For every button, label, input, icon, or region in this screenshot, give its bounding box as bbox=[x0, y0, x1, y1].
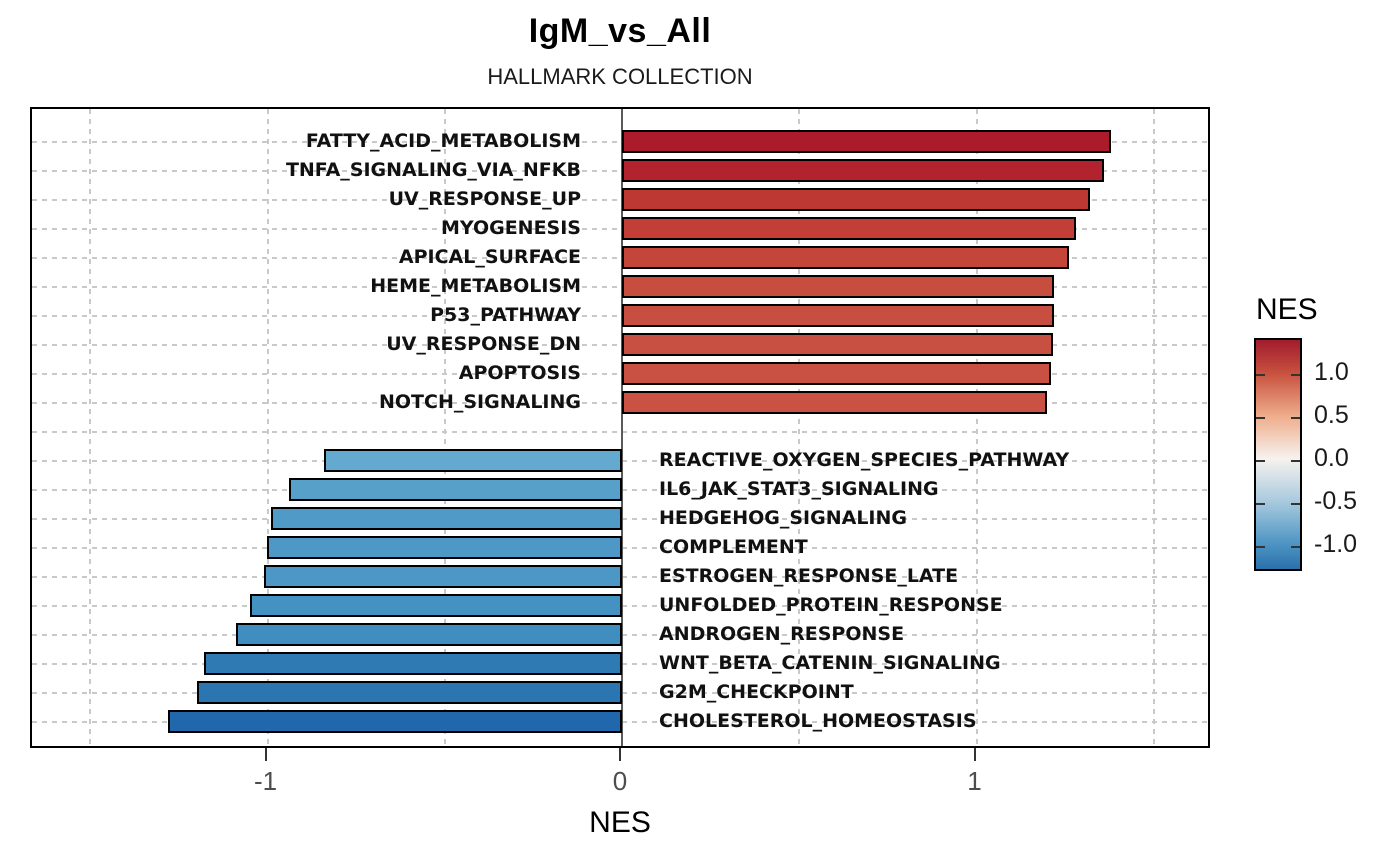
nes-bar bbox=[267, 536, 622, 559]
legend-tick-mark bbox=[1256, 502, 1265, 505]
bar-label: ANDROGEN_RESPONSE bbox=[659, 623, 905, 645]
bar-label: WNT_BETA_CATENIN_SIGNALING bbox=[659, 652, 1001, 674]
x-gridline bbox=[975, 109, 978, 746]
x-axis-title: NES bbox=[589, 806, 651, 839]
bar-label: UNFOLDED_PROTEIN_RESPONSE bbox=[659, 594, 1003, 616]
y-gridline bbox=[32, 343, 1208, 346]
y-gridline bbox=[32, 169, 1208, 172]
nes-bar bbox=[622, 362, 1051, 385]
x-gridline bbox=[266, 109, 269, 746]
x-gridline bbox=[443, 109, 446, 746]
legend-tick-mark bbox=[1256, 459, 1265, 462]
nes-bar bbox=[324, 449, 622, 472]
legend-tick-mark bbox=[1291, 546, 1300, 549]
legend-tick-label: 0.5 bbox=[1314, 400, 1349, 429]
y-gridline bbox=[32, 140, 1208, 143]
nes-bar bbox=[622, 159, 1104, 182]
nes-bar bbox=[204, 652, 622, 675]
bar-label: CHOLESTEROL_HOMEOSTASIS bbox=[659, 710, 977, 732]
x-tick-label: -1 bbox=[253, 766, 278, 796]
chart-title: IgM_vs_All bbox=[528, 12, 712, 50]
nes-bar bbox=[622, 188, 1090, 211]
y-gridline bbox=[32, 314, 1208, 317]
nes-bar bbox=[622, 391, 1047, 414]
x-tick-label: 1 bbox=[967, 766, 982, 796]
nes-bar bbox=[289, 478, 622, 501]
nes-bar bbox=[236, 623, 622, 646]
nes-bar bbox=[250, 594, 622, 617]
x-tick-label: 0 bbox=[612, 766, 628, 796]
nes-bar bbox=[264, 565, 622, 588]
bar-label: G2M_CHECKPOINT bbox=[659, 681, 854, 703]
bar-label: COMPLEMENT bbox=[659, 536, 808, 558]
nes-bar bbox=[622, 333, 1053, 356]
nes-bar bbox=[622, 130, 1111, 153]
legend-tick-mark bbox=[1256, 416, 1265, 419]
y-gridline bbox=[32, 227, 1208, 230]
y-gridline bbox=[32, 285, 1208, 288]
x-gridline bbox=[89, 109, 92, 746]
chart-subtitle: HALLMARK COLLECTION bbox=[487, 64, 753, 89]
legend-tick-label: 0.0 bbox=[1314, 443, 1349, 472]
legend-tick-mark bbox=[1291, 502, 1300, 505]
bar-label: REACTIVE_OXYGEN_SPECIES_PATHWAY bbox=[659, 449, 1070, 471]
legend-tick-mark bbox=[1291, 459, 1300, 462]
x-tick-mark bbox=[973, 748, 976, 761]
y-gridline bbox=[32, 430, 1208, 433]
legend-tick-label: 1.0 bbox=[1314, 357, 1349, 386]
nes-bar bbox=[622, 217, 1076, 240]
y-gridline bbox=[32, 198, 1208, 201]
y-gridline bbox=[32, 401, 1208, 404]
nes-bar bbox=[622, 246, 1069, 269]
nes-bar bbox=[622, 275, 1054, 298]
legend-tick-mark bbox=[1256, 546, 1265, 549]
legend-tick-mark bbox=[1291, 416, 1300, 419]
legend-tick-label: -0.5 bbox=[1314, 486, 1358, 515]
zero-axis-line bbox=[621, 109, 623, 746]
bar-label: APOPTOSIS bbox=[458, 362, 581, 384]
legend-title: NES bbox=[1256, 293, 1318, 326]
bar-label: TNFA_SIGNALING_VIA_NFKB bbox=[285, 159, 581, 181]
bar-label: UV_RESPONSE_DN bbox=[386, 333, 581, 355]
nes-bar bbox=[168, 710, 622, 733]
bar-label: HEDGEHOG_SIGNALING bbox=[659, 507, 908, 529]
x-gridline bbox=[798, 109, 801, 746]
nes-bar bbox=[622, 304, 1054, 327]
bar-label: NOTCH_SIGNALING bbox=[379, 391, 581, 413]
plot-panel: FATTY_ACID_METABOLISM TNFA_SIGNALING_VIA_… bbox=[30, 107, 1210, 748]
x-gridline bbox=[1152, 109, 1155, 746]
bar-label: ESTROGEN_RESPONSE_LATE bbox=[659, 565, 959, 587]
y-gridline bbox=[32, 372, 1208, 375]
y-gridline bbox=[32, 256, 1208, 259]
x-tick-mark bbox=[264, 748, 267, 761]
legend-tick-mark bbox=[1256, 373, 1265, 376]
x-tick-mark bbox=[619, 748, 621, 761]
bar-label: MYOGENESIS bbox=[440, 217, 581, 239]
bar-label: UV_RESPONSE_UP bbox=[388, 188, 581, 210]
legend-tick-label: -1.0 bbox=[1314, 530, 1358, 559]
legend-tick-mark bbox=[1291, 373, 1300, 376]
bar-label: P53_PATHWAY bbox=[430, 304, 581, 326]
bar-label: APICAL_SURFACE bbox=[398, 246, 581, 268]
bar-label: FATTY_ACID_METABOLISM bbox=[305, 130, 581, 152]
nes-bar bbox=[271, 507, 622, 530]
legend-colorbar bbox=[1254, 338, 1302, 571]
nes-bar bbox=[197, 681, 622, 704]
bar-label: IL6_JAK_STAT3_SIGNALING bbox=[659, 478, 939, 500]
bar-label: HEME_METABOLISM bbox=[370, 275, 581, 297]
